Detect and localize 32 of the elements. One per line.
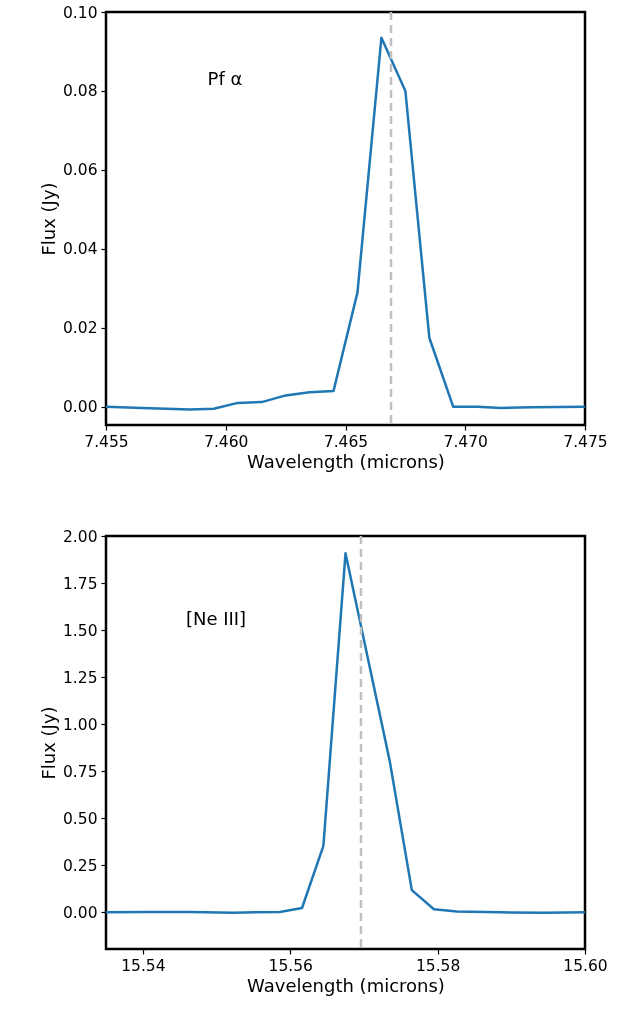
y-tick-label: 0.75 [62, 762, 98, 781]
x-tick-label: 7.465 [323, 432, 369, 451]
y-tick-label: 2.00 [62, 527, 98, 546]
x-axis-title: Wavelength (microns) [247, 451, 445, 472]
y-tick-label: 0.00 [62, 903, 98, 922]
annotation: Pf α [207, 68, 243, 89]
x-tick-label: 15.54 [121, 956, 166, 975]
y-tick-label: 0.10 [62, 3, 98, 22]
y-tick-label: 1.75 [62, 574, 98, 593]
y-tick-label: 0.50 [62, 809, 98, 828]
y-tick-label: 1.25 [62, 668, 98, 687]
y-tick-label: 1.00 [62, 715, 98, 734]
x-axis-title: Wavelength (microns) [247, 975, 445, 996]
y-tick-label: 0.00 [62, 398, 98, 417]
x-tick-label: 7.460 [204, 432, 249, 451]
y-tick-label: 0.08 [62, 82, 98, 101]
y-tick-label: 0.25 [62, 856, 98, 875]
y-tick-label: 0.04 [62, 240, 98, 259]
x-tick-label: 7.470 [443, 432, 488, 451]
x-tick-label: 7.475 [563, 432, 608, 451]
x-tick-label: 15.60 [563, 956, 608, 975]
line-series [106, 36, 585, 411]
y-axis-title: Flux (Jy) [37, 706, 59, 780]
x-tick-label: 15.58 [415, 956, 461, 975]
y-tick-label: 0.02 [62, 319, 98, 338]
line-series [106, 552, 585, 914]
x-tick-label: 7.455 [84, 432, 129, 451]
y-tick-label: 0.06 [62, 161, 98, 180]
y-axis-title: Flux (Jy) [37, 182, 59, 256]
y-tick-label: 1.50 [62, 621, 98, 640]
x-tick-label: 15.56 [268, 956, 313, 975]
annotation: [Ne III] [185, 608, 247, 629]
